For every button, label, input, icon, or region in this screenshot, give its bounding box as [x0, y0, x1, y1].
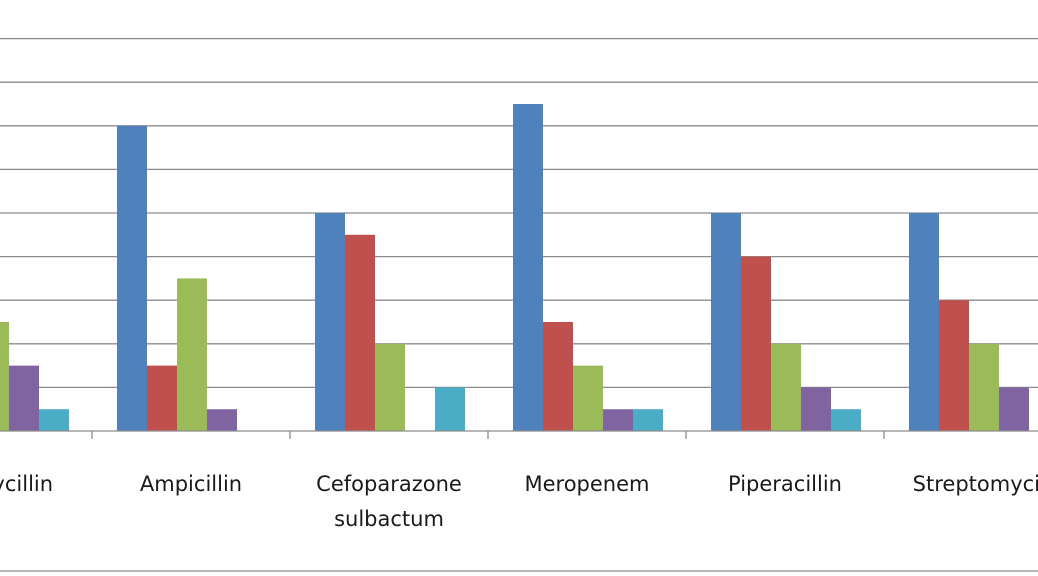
- bar: [177, 278, 207, 431]
- bar: [315, 213, 345, 431]
- bar: [9, 365, 39, 431]
- bar: [939, 300, 969, 431]
- bar: [771, 343, 801, 431]
- bar: [711, 213, 741, 431]
- bar: [375, 343, 405, 431]
- bar: [831, 409, 861, 431]
- bar: [603, 409, 633, 431]
- category-label: Piperacillin: [728, 472, 842, 496]
- bar: [0, 322, 9, 431]
- bar: [801, 387, 831, 431]
- category-label: Cefoparazone: [316, 472, 462, 496]
- bar: [909, 213, 939, 431]
- category-label: Amoxycillin: [0, 472, 53, 496]
- bar: [117, 125, 147, 432]
- bar: [435, 387, 465, 431]
- category-labels: Amoxycillin Ampicillin Cefoparazone sulbact…: [0, 472, 1038, 531]
- bar: [969, 343, 999, 431]
- bar: [573, 365, 603, 431]
- category-label: Meropenem: [525, 472, 650, 496]
- bar: [39, 409, 69, 431]
- bar: [633, 409, 663, 431]
- bar: [513, 104, 543, 431]
- bar: [147, 365, 177, 431]
- bar: [207, 409, 237, 431]
- category-label: Ampicillin: [140, 472, 242, 496]
- category-label: sulbactum: [334, 507, 444, 531]
- bar: [345, 234, 375, 431]
- bar: [999, 387, 1029, 431]
- bars: [0, 104, 1029, 432]
- bar: [543, 322, 573, 431]
- x-axis: [0, 430, 1038, 572]
- category-label: Streptomycin: [913, 472, 1038, 496]
- bar: [741, 256, 771, 431]
